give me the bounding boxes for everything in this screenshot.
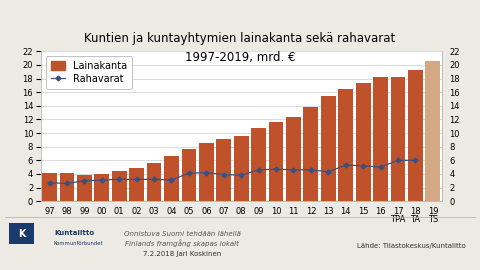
FancyBboxPatch shape (9, 224, 34, 244)
Text: Onnistuva Suomi tehdään lähellä: Onnistuva Suomi tehdään lähellä (124, 231, 241, 237)
Text: Kommunförbundet: Kommunförbundet (54, 241, 104, 246)
Bar (251, 128, 266, 201)
Bar (129, 168, 144, 201)
Bar (216, 139, 231, 201)
Text: TPA: TPA (390, 215, 406, 224)
Bar (147, 163, 161, 201)
Text: 7.2.2018 Jari Koskinen: 7.2.2018 Jari Koskinen (143, 251, 222, 257)
Bar (269, 122, 284, 201)
Legend: Lainakanta, Rahavarat: Lainakanta, Rahavarat (46, 56, 132, 89)
Bar (60, 173, 74, 201)
Text: TA: TA (410, 215, 420, 224)
Bar (234, 136, 249, 201)
Bar (42, 173, 57, 201)
Bar (112, 171, 127, 201)
Text: Kuntalitto: Kuntalitto (54, 230, 94, 236)
Text: Finlands framgång skapas lokalt: Finlands framgång skapas lokalt (125, 239, 240, 247)
Bar (408, 70, 423, 201)
Bar (373, 77, 388, 201)
Bar (77, 175, 92, 201)
Bar (95, 174, 109, 201)
Bar (303, 107, 318, 201)
Bar (164, 156, 179, 201)
Bar (181, 149, 196, 201)
Text: TS: TS (428, 215, 438, 224)
Bar (321, 96, 336, 201)
Bar (199, 143, 214, 201)
Text: 1997-2019, mrd. €: 1997-2019, mrd. € (185, 51, 295, 64)
Bar (338, 89, 353, 201)
Text: K: K (18, 229, 25, 239)
Text: Kuntien ja kuntayhtymien lainakanta sekä rahavarat: Kuntien ja kuntayhtymien lainakanta sekä… (84, 32, 396, 45)
Text: Lähde: Tilastokeskus/Kuntalitto: Lähde: Tilastokeskus/Kuntalitto (357, 243, 466, 249)
Bar (286, 117, 301, 201)
Bar (425, 61, 440, 201)
Bar (356, 83, 371, 201)
Bar (391, 76, 406, 201)
